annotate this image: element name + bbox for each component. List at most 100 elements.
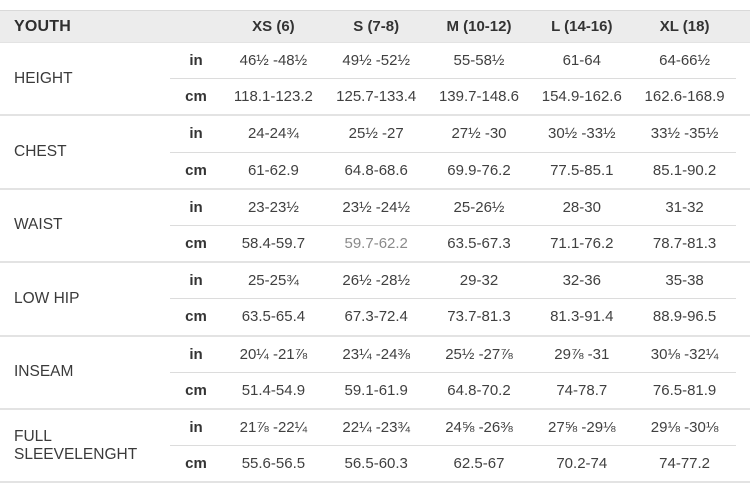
size-value-cell: 69.9-76.2: [447, 161, 511, 179]
size-value-cell: 63.5-67.3: [447, 235, 511, 253]
size-value-cell: 74-77.2: [659, 455, 711, 473]
sub-row-in: in 23-23½ 23½ -24½ 25-26½ 28-30 31-32: [170, 190, 736, 225]
size-value-cell: 25-26½: [453, 198, 505, 216]
size-value-cell: 25½ -27⅞: [445, 345, 513, 363]
top-margin: [0, 0, 750, 10]
unit-label: cm: [185, 161, 207, 179]
sub-row-cm: cm 55.6-56.5 56.5-60.3 62.5-67 70.2-74 7…: [170, 445, 736, 481]
sub-row-cm: cm 58.4-59.7 59.7-62.2 63.5-67.3 71.1-76…: [170, 224, 736, 261]
size-column-header-m: M (10-12): [446, 18, 512, 35]
sub-row-in: in 21⅞ -22¼ 22¼ -23¾ 24⅝ -26⅜ 27⅝ -29⅛ 2…: [170, 410, 736, 445]
sub-row-cm: cm 63.5-65.4 67.3-72.4 73.7-81.3 81.3-91…: [170, 298, 736, 334]
size-value-cell: 154.9-162.6: [541, 88, 622, 106]
row-label: INSEAM: [14, 363, 74, 381]
sub-row-cm: cm 51.4-54.9 59.1-61.9 64.8-70.2 74-78.7…: [170, 371, 736, 408]
size-value-cell: 59.1-61.9: [344, 381, 408, 399]
row-label: FULL SLEEVELENGHT: [14, 427, 138, 463]
size-column-header-xl: XL (18): [659, 18, 710, 35]
size-value-cell: 27⅝ -29⅛: [548, 419, 616, 437]
size-value-cell: 88.9-96.5: [652, 308, 717, 326]
size-value-cell: 24-24¾: [247, 125, 299, 143]
size-value-cell: 25½ -27: [348, 125, 404, 143]
size-value-cell: 35-38: [665, 272, 704, 290]
size-value-cell: 20¼ -21⅞: [239, 345, 308, 363]
size-value-cell: 64-66½: [659, 52, 711, 70]
size-value-cell: 55.6-56.5: [241, 455, 306, 473]
size-value-cell: 26½ -28½: [342, 272, 410, 290]
table-row-low-hip: LOW HIP in 25-25¾ 26½ -28½ 29-32 32-36 3…: [0, 263, 750, 337]
unit-label: in: [189, 52, 203, 70]
chart-title: YOUTH: [14, 17, 71, 35]
size-value-cell: 61-64: [562, 52, 601, 70]
table-row-waist: WAIST in 23-23½ 23½ -24½ 25-26½ 28-30 31…: [0, 189, 750, 264]
unit-label: in: [189, 345, 203, 363]
unit-label: cm: [185, 235, 207, 253]
size-value-cell: 162.6-168.9: [644, 88, 725, 106]
table-row-height: HEIGHT in 46½ -48½ 49½ -52½ 55-58½ 61-64…: [0, 43, 750, 117]
size-value-cell: 74-78.7: [556, 381, 608, 399]
unit-label: cm: [185, 455, 207, 473]
size-value-cell: 46½ -48½: [239, 52, 308, 70]
size-value-cell: 85.1-90.2: [652, 161, 717, 179]
size-value-cell: 70.2-74: [556, 455, 608, 473]
sub-row-in: in 25-25¾ 26½ -28½ 29-32 32-36 35-38: [170, 263, 736, 298]
size-value-cell: 81.3-91.4: [550, 308, 614, 326]
size-value-cell: 21⅞ -22¼: [239, 419, 308, 437]
row-data: in 21⅞ -22¼ 22¼ -23¾ 24⅝ -26⅜ 27⅝ -29⅛ 2…: [170, 410, 750, 481]
unit-label: cm: [185, 308, 207, 326]
size-value-cell: 125.7-133.4: [336, 88, 417, 106]
size-value-cell: 25-25¾: [247, 272, 299, 290]
sub-row-in: in 20¼ -21⅞ 23¼ -24⅜ 25½ -27⅞ 29⅞ -31 30…: [170, 337, 736, 372]
row-label: LOW HIP: [14, 289, 80, 307]
unit-label: in: [189, 272, 203, 290]
size-value-cell: 23¼ -24⅜: [342, 345, 410, 363]
size-value-cell: 64.8-70.2: [447, 381, 511, 399]
row-label: CHEST: [14, 143, 67, 161]
row-data: in 20¼ -21⅞ 23¼ -24⅜ 25½ -27⅞ 29⅞ -31 30…: [170, 337, 750, 408]
size-value-cell: 76.5-81.9: [652, 381, 717, 399]
size-value-cell: 61-62.9: [247, 161, 299, 179]
unit-label: cm: [185, 381, 207, 399]
size-value-cell: 73.7-81.3: [447, 308, 511, 326]
size-value-cell: 58.4-59.7: [241, 235, 306, 253]
size-value-cell: 22¼ -23¾: [342, 419, 410, 437]
size-value-cell: 29⅛ -30⅛: [650, 419, 719, 437]
size-value-cell: 31-32: [665, 198, 704, 216]
unit-label: in: [189, 419, 203, 437]
size-value-cell: 56.5-60.3: [344, 455, 408, 473]
sub-row-cm: cm 61-62.9 64.8-68.6 69.9-76.2 77.5-85.1…: [170, 151, 736, 188]
size-value-cell: 30½ -33½: [548, 125, 616, 143]
size-value-cell: 28-30: [562, 198, 601, 216]
size-value-cell: 29-32: [459, 272, 499, 290]
size-column-header-l: L (14-16): [551, 18, 613, 35]
size-value-cell: 77.5-85.1: [550, 161, 614, 179]
size-value-cell: 29⅞ -31: [554, 345, 610, 363]
row-data: in 46½ -48½ 49½ -52½ 55-58½ 61-64 64-66½…: [170, 43, 750, 114]
size-value-cell: 55-58½: [453, 52, 505, 70]
size-value-cell: 30⅛ -32¼: [650, 345, 719, 363]
size-value-cell: 24⅝ -26⅜: [445, 419, 513, 437]
size-value-cell: 51.4-54.9: [241, 381, 306, 399]
size-value-cell: 64.8-68.6: [344, 161, 408, 179]
size-value-cell: 49½ -52½: [342, 52, 410, 70]
size-value-cell: 59.7-62.2: [344, 235, 408, 253]
size-chart-header-row: YOUTH XS (6) S (7-8) M (10-12) L (14-16)…: [0, 10, 750, 43]
size-value-cell: 71.1-76.2: [550, 235, 614, 253]
size-value-cell: 118.1-123.2: [233, 88, 313, 106]
row-label: WAIST: [14, 216, 63, 234]
table-row-inseam: INSEAM in 20¼ -21⅞ 23¼ -24⅜ 25½ -27⅞ 29⅞…: [0, 336, 750, 410]
size-value-cell: 27½ -30: [451, 125, 507, 143]
row-label: HEIGHT: [14, 69, 73, 87]
sub-row-cm: cm 118.1-123.2 125.7-133.4 139.7-148.6 1…: [170, 78, 736, 114]
size-column-header-xs: XS (6): [252, 18, 295, 35]
size-value-cell: 23-23½: [247, 198, 299, 216]
row-data: in 25-25¾ 26½ -28½ 29-32 32-36 35-38 cm …: [170, 263, 750, 334]
unit-label: cm: [185, 88, 207, 106]
unit-label: in: [189, 198, 203, 216]
table-row-full-sleevelenght: FULL SLEEVELENGHT in 21⅞ -22¼ 22¼ -23¾ 2…: [0, 409, 750, 484]
size-value-cell: 32-36: [562, 272, 601, 290]
sub-row-in: in 24-24¾ 25½ -27 27½ -30 30½ -33½ 33½ -…: [170, 116, 736, 151]
table-row-chest: CHEST in 24-24¾ 25½ -27 27½ -30 30½ -33½…: [0, 116, 750, 190]
unit-label: in: [189, 125, 203, 143]
